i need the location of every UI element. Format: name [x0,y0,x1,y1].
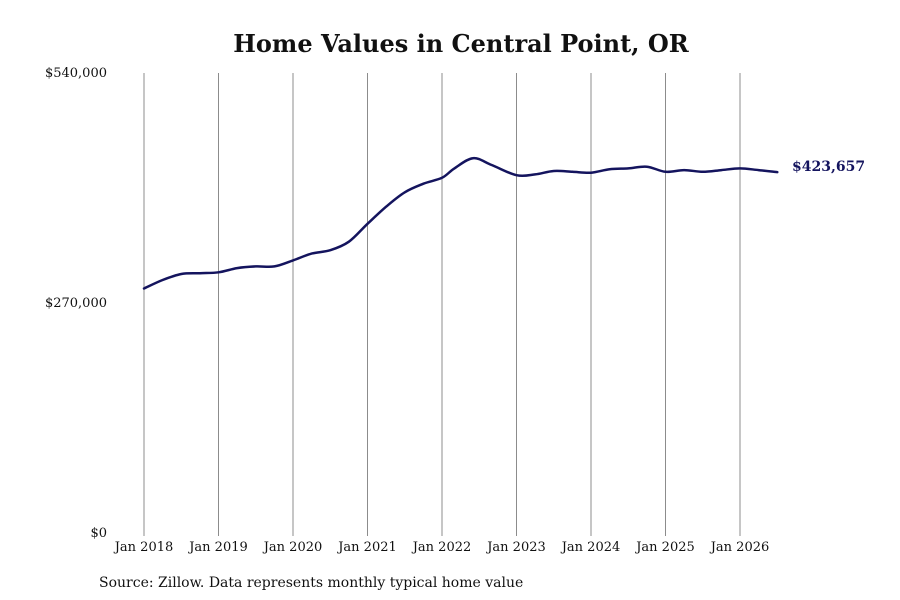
x-tick-label: Jan 2018 [113,540,174,555]
y-tick-label: $270,000 [45,296,107,311]
vertical-grid-lines [143,73,741,536]
x-tick-label: Jan 2024 [560,540,621,555]
x-tick-label: Jan 2021 [336,540,397,555]
home-value-series-line [142,156,779,290]
x-tick-label: Jan 2023 [485,540,546,555]
chart-title: Home Values in Central Point, OR [233,29,690,58]
x-tick-label: Jan 2025 [634,540,695,555]
end-value-label: $423,657 [792,159,865,175]
source-note: Source: Zillow. Data represents monthly … [99,575,523,591]
y-axis-tick-labels: $0 $270,000 $540,000 [45,66,107,541]
x-tick-label: Jan 2022 [411,540,472,555]
y-tick-label: $0 [90,526,107,541]
x-tick-label: Jan 2019 [187,540,248,555]
x-tick-label: Jan 2020 [262,540,323,555]
y-tick-label: $540,000 [45,66,107,81]
x-axis-tick-labels: Jan 2018 Jan 2019 Jan 2020 Jan 2021 Jan 2022… [113,540,770,555]
x-tick-label: Jan 2026 [709,540,770,555]
